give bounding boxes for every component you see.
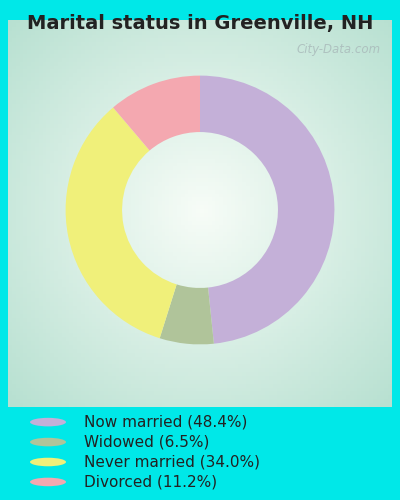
Text: Marital status in Greenville, NH: Marital status in Greenville, NH <box>27 14 373 33</box>
Text: Widowed (6.5%): Widowed (6.5%) <box>84 434 209 450</box>
Text: Divorced (11.2%): Divorced (11.2%) <box>84 474 217 490</box>
Wedge shape <box>113 76 200 150</box>
Circle shape <box>30 458 66 466</box>
Wedge shape <box>160 284 214 344</box>
Circle shape <box>30 438 66 446</box>
Wedge shape <box>66 108 177 338</box>
Text: Never married (34.0%): Never married (34.0%) <box>84 454 260 469</box>
Circle shape <box>30 418 66 426</box>
Text: Now married (48.4%): Now married (48.4%) <box>84 414 247 430</box>
Circle shape <box>30 478 66 486</box>
Text: City-Data.com: City-Data.com <box>296 44 380 56</box>
Wedge shape <box>200 76 334 344</box>
